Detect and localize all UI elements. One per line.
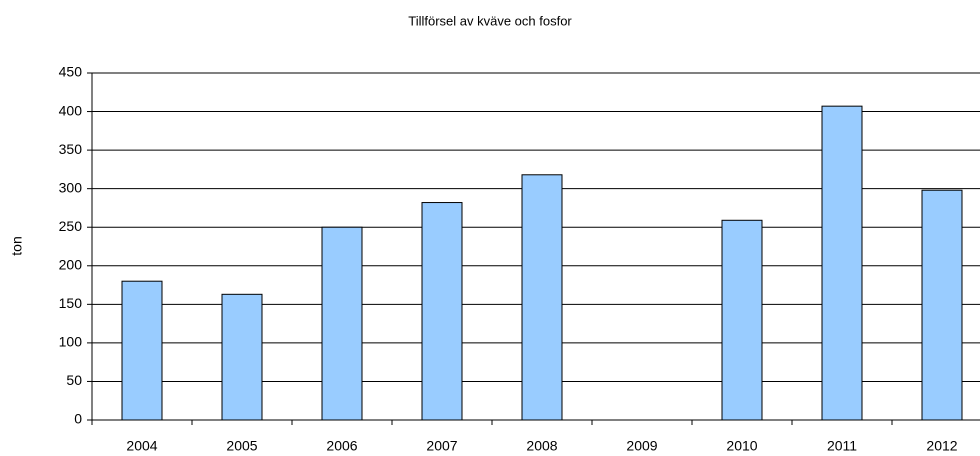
bar: [521, 174, 563, 421]
y-axis-label: ton: [9, 236, 25, 255]
y-tick-label: 200: [59, 256, 83, 272]
bar: [721, 219, 763, 421]
x-tick-label: 2008: [526, 438, 557, 454]
y-tick-label: 150: [59, 295, 83, 311]
chart-title: Tillförsel av kväve och fosfor: [408, 13, 572, 28]
x-tick-label: 2004: [126, 438, 157, 454]
x-tick-label: 2006: [326, 438, 357, 454]
y-tick-label: 350: [59, 141, 83, 157]
bar: [821, 105, 863, 421]
y-tick-label: 100: [59, 334, 83, 350]
x-tick-label: 2005: [226, 438, 257, 454]
bar: [321, 226, 363, 421]
y-tick-label: 400: [59, 102, 83, 118]
x-tick-label: 2011: [827, 438, 857, 454]
bar: [221, 293, 263, 421]
x-tick-label: 2012: [926, 438, 957, 454]
x-tick-label: 2010: [726, 438, 757, 454]
bar: [421, 202, 463, 421]
y-tick-label: 450: [59, 64, 83, 80]
bar: [921, 189, 963, 421]
y-tick-label: 0: [74, 411, 82, 427]
y-tick-label: 250: [59, 218, 83, 234]
x-tick-label: 2007: [426, 438, 457, 454]
y-tick-label: 300: [59, 179, 83, 195]
bar: [121, 280, 163, 421]
x-tick-label: 2009: [626, 438, 657, 454]
y-tick-label: 50: [66, 372, 82, 388]
